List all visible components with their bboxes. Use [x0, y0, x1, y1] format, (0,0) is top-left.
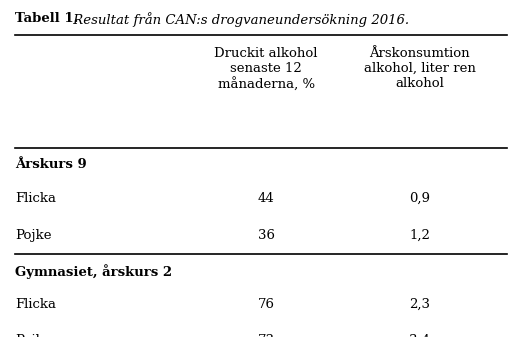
- Text: Druckit alkohol
senaste 12
månaderna, %: Druckit alkohol senaste 12 månaderna, %: [215, 47, 318, 92]
- Text: Gymnasiet, årskurs 2: Gymnasiet, årskurs 2: [15, 265, 173, 279]
- Text: 3,4: 3,4: [409, 334, 431, 337]
- Text: 2,3: 2,3: [409, 298, 431, 311]
- Text: Årskonsumtion
alkohol, liter ren
alkohol: Årskonsumtion alkohol, liter ren alkohol: [364, 47, 476, 90]
- Text: 36: 36: [258, 229, 275, 242]
- Text: 0,9: 0,9: [409, 192, 431, 205]
- Text: 76: 76: [258, 298, 275, 311]
- Text: 73: 73: [258, 334, 275, 337]
- Text: Pojke: Pojke: [15, 334, 52, 337]
- Text: Pojke: Pojke: [15, 229, 52, 242]
- Text: 44: 44: [258, 192, 274, 205]
- Text: Tabell 1.: Tabell 1.: [15, 12, 79, 25]
- Text: Resultat från CAN:s drogvaneundersökning 2016.: Resultat från CAN:s drogvaneundersökning…: [69, 12, 409, 27]
- Text: 1,2: 1,2: [410, 229, 430, 242]
- Text: Flicka: Flicka: [15, 192, 56, 205]
- Text: Årskurs 9: Årskurs 9: [15, 158, 87, 172]
- Text: Flicka: Flicka: [15, 298, 56, 311]
